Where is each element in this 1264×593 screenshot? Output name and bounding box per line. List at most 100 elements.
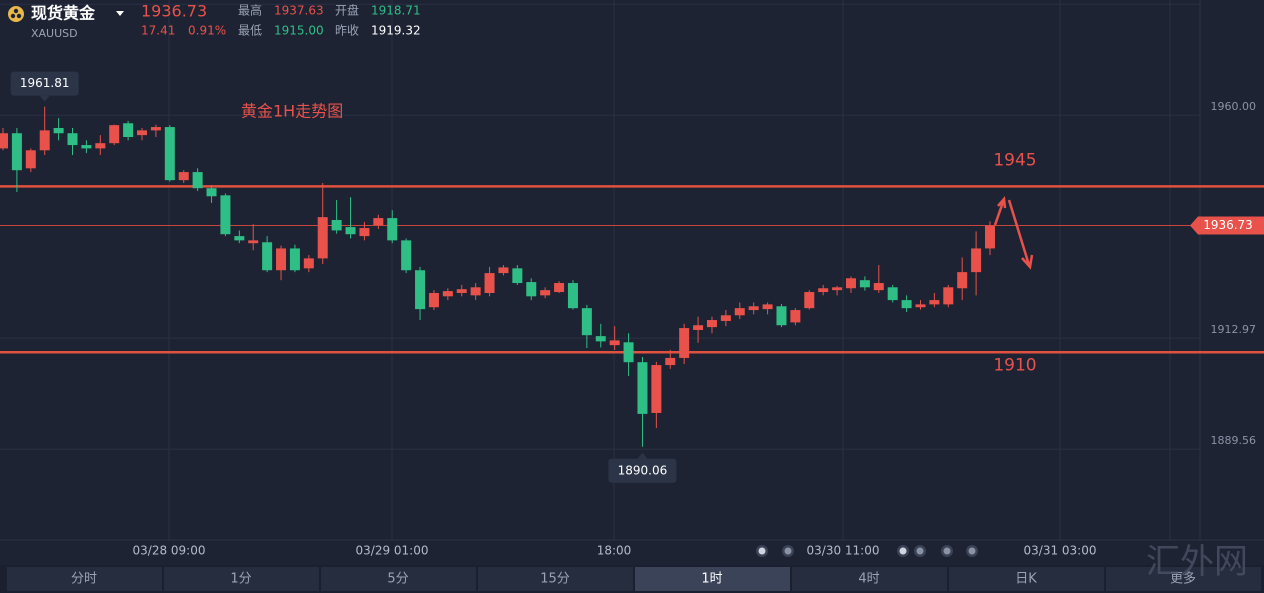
candle-body xyxy=(498,267,509,274)
candle-body xyxy=(609,340,620,346)
symbol: XAUUSD xyxy=(31,27,78,40)
candle-body xyxy=(67,133,78,146)
candle-body xyxy=(790,310,801,323)
y-tick-label: 1983.41 xyxy=(1211,0,1257,2)
tab[interactable] xyxy=(635,567,790,591)
candle-body xyxy=(276,248,287,271)
candle-body xyxy=(540,290,551,296)
candle-body xyxy=(845,278,856,289)
tab-label[interactable]: 1分 xyxy=(230,572,251,587)
tab[interactable] xyxy=(7,567,162,591)
candle-body xyxy=(581,308,592,336)
tab-label[interactable]: 15分 xyxy=(540,572,570,587)
stat-label: 最低 xyxy=(238,24,262,38)
candle-body xyxy=(595,336,606,342)
candle-body xyxy=(248,240,259,244)
gold-icon xyxy=(8,6,24,22)
tab-label[interactable]: 1时 xyxy=(701,572,722,587)
x-tick-label: 03/28 09:00 xyxy=(133,544,206,558)
candles xyxy=(0,106,1264,447)
candle-body xyxy=(818,288,829,293)
candle-body xyxy=(985,225,995,249)
extreme-callout xyxy=(10,71,79,96)
playback-dots[interactable] xyxy=(756,545,978,557)
candle-body xyxy=(887,287,898,301)
candle-body xyxy=(873,283,884,291)
level-label: 1945 xyxy=(993,150,1036,170)
candle-body xyxy=(39,130,50,151)
extreme-label: 1961.81 xyxy=(20,76,70,90)
candle-body xyxy=(95,143,106,149)
x-tick-label: 03/30 11:00 xyxy=(807,544,880,558)
arrow xyxy=(993,196,1007,226)
candle-body xyxy=(331,219,342,231)
candle-body xyxy=(776,306,787,326)
candle-body xyxy=(693,325,704,330)
candle-body xyxy=(123,123,134,138)
tab-label[interactable]: 4时 xyxy=(858,572,879,587)
tab[interactable] xyxy=(478,567,633,591)
level-label: 1910 xyxy=(993,355,1036,375)
tab-label[interactable]: 更多 xyxy=(1170,571,1196,587)
tab-label[interactable]: 日K xyxy=(1015,572,1037,587)
candle-body xyxy=(192,172,203,189)
candle-body xyxy=(137,130,148,136)
candle-body xyxy=(373,218,384,226)
extreme-callout xyxy=(637,452,648,459)
candle-body xyxy=(303,258,314,269)
tab-bar: 分时 1分 5分 15分 1时 4时 日K 更多 xyxy=(0,565,1264,593)
candle-body xyxy=(734,308,745,316)
candle-body xyxy=(345,227,356,235)
candle-body xyxy=(415,270,426,310)
candle-body xyxy=(359,228,370,237)
candle-body xyxy=(81,145,92,149)
candle-body xyxy=(262,242,273,271)
gold-icon xyxy=(16,13,22,19)
candle-body xyxy=(804,292,815,309)
stat-value: 1915.00 xyxy=(274,24,324,38)
tab[interactable] xyxy=(164,567,319,591)
chart-title: 黄金1H走势图 xyxy=(241,102,343,121)
extreme-label: 1890.06 xyxy=(618,463,668,477)
candle-body xyxy=(220,195,231,235)
candle-body xyxy=(25,150,36,169)
x-tick-label: 03/31 03:00 xyxy=(1024,544,1097,558)
instrument-name: 现货黄金 xyxy=(31,4,96,23)
candle-body xyxy=(442,291,453,297)
candle-body xyxy=(901,300,912,309)
stat-value: 1937.63 xyxy=(274,4,324,18)
candle-body xyxy=(387,218,398,241)
candle-body xyxy=(234,236,245,241)
dropdown-caret[interactable] xyxy=(116,11,124,16)
candle-body xyxy=(401,240,412,271)
candle-body xyxy=(651,365,662,413)
candle-body xyxy=(762,304,773,310)
candle-body xyxy=(512,268,523,284)
candle-body xyxy=(470,287,481,296)
candle-body xyxy=(178,172,189,181)
tab[interactable] xyxy=(1106,567,1261,591)
candle-body xyxy=(957,272,968,289)
candle-body xyxy=(706,320,717,328)
candle-body xyxy=(109,125,120,144)
candle-body xyxy=(943,287,954,305)
tab[interactable] xyxy=(321,567,476,591)
tab[interactable] xyxy=(792,567,947,591)
candle-body xyxy=(859,280,870,288)
candle-body xyxy=(971,248,982,273)
candle-body xyxy=(832,287,843,291)
tab[interactable] xyxy=(949,567,1104,591)
change-pct: 0.91% xyxy=(188,24,226,38)
candle-body xyxy=(679,328,690,358)
candle-body xyxy=(915,304,926,308)
arrow xyxy=(1007,199,1034,270)
candle-body xyxy=(456,289,467,293)
stat-label: 最高 xyxy=(238,3,262,18)
x-tick-label: 03/29 01:00 xyxy=(356,544,429,558)
tab-label[interactable]: 5分 xyxy=(387,572,408,587)
tab-label[interactable]: 分时 xyxy=(71,572,97,587)
candle-body xyxy=(150,127,161,131)
